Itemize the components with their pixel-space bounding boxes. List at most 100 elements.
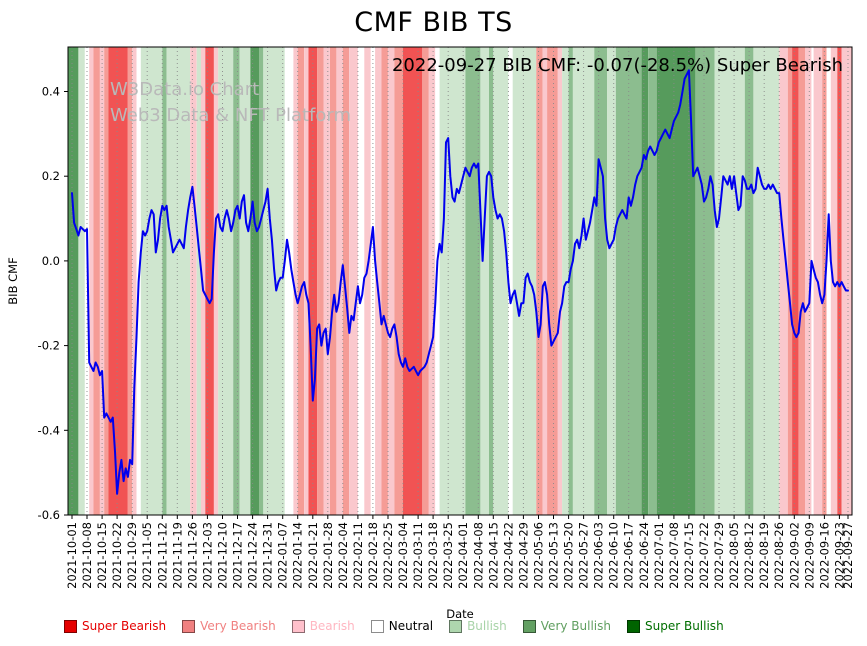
x-tick-label: 2022-09-23 — [832, 522, 846, 589]
x-tick-label: 2022-02-25 — [381, 522, 395, 589]
band-bearish — [336, 47, 343, 515]
x-tick-label: 2022-06-24 — [637, 522, 651, 589]
band-bearish — [132, 47, 137, 515]
watermark-line-1: W3Data.io Chart — [110, 79, 259, 100]
band-bearish — [304, 47, 309, 515]
band-bullish — [562, 47, 569, 515]
x-tick-label: 2022-09-09 — [802, 522, 816, 589]
band-bearish — [805, 47, 812, 515]
legend-label-very-bullish: Very Bullish — [540, 619, 611, 633]
legend-label-super-bullish: Super Bullish — [645, 619, 724, 633]
x-tick-label: 2021-10-08 — [80, 522, 94, 589]
x-tick-label: 2022-03-04 — [396, 522, 410, 589]
band-bullish — [263, 47, 285, 515]
band-super_bearish — [403, 47, 423, 515]
x-tick-label: 2021-10-01 — [65, 522, 79, 589]
band-super_bullish — [641, 47, 648, 515]
x-tick-label: 2022-07-08 — [667, 522, 681, 589]
legend-item-bearish: Bearish — [291, 619, 355, 633]
y-tick-label: 0.4 — [42, 85, 60, 99]
band-bullish — [239, 47, 251, 515]
band-neutral — [826, 47, 831, 515]
band-super_bearish — [205, 47, 214, 515]
sentiment-bands — [68, 47, 852, 515]
band-bearish — [323, 47, 330, 515]
band-super_bullish — [656, 47, 696, 515]
band-very_bearish — [317, 47, 324, 515]
band-very_bullish — [568, 47, 573, 515]
band-super_bearish — [837, 47, 842, 515]
x-axis-label: Date — [446, 607, 474, 621]
x-tick-label: 2022-05-06 — [532, 522, 546, 589]
legend-label-super-bearish: Super Bearish — [82, 619, 167, 633]
cmf-line-series — [71, 69, 849, 495]
x-tick-label: 2021-12-24 — [246, 522, 260, 589]
x-tick-label: 2022-07-29 — [712, 522, 726, 589]
band-bearish — [830, 47, 838, 515]
x-tick-label: 2021-12-31 — [261, 522, 275, 589]
legend-item-very-bearish: Very Bearish — [182, 619, 276, 633]
x-tick-label: 2022-09-16 — [817, 522, 831, 589]
legend-label-bearish: Bearish — [309, 619, 355, 633]
x-tick-label: 2021-11-19 — [170, 522, 184, 589]
legend-item-neutral: Neutral — [370, 619, 434, 633]
y-axis-label: BIB CMF — [6, 257, 20, 304]
band-bearish — [349, 47, 358, 515]
band-very_bullish — [594, 47, 608, 515]
x-tick-label: 2021-10-29 — [125, 522, 139, 589]
legend-item-very-bullish: Very Bullish — [522, 619, 611, 633]
cmf-line — [71, 69, 849, 495]
legend-label-neutral: Neutral — [388, 619, 434, 633]
x-tick-label: 2022-08-26 — [772, 522, 786, 589]
super-bearish-swatch-icon — [64, 619, 77, 633]
band-bearish — [89, 47, 94, 515]
x-tick-label: 2022-03-18 — [426, 522, 440, 589]
band-very_bearish — [536, 47, 543, 515]
band-bullish — [439, 47, 466, 515]
y-tick-label: 0.0 — [42, 254, 60, 268]
band-bearish — [542, 47, 548, 515]
band-neutral — [508, 47, 513, 515]
x-tick-label: 2022-06-03 — [592, 522, 606, 589]
band-bearish — [557, 47, 563, 515]
x-tick-label: 2022-01-07 — [276, 522, 290, 589]
band-very_bearish — [104, 47, 109, 515]
x-tick-label: 2022-06-17 — [622, 522, 636, 589]
legend-item-super-bearish: Super Bearish — [64, 619, 166, 633]
band-bullish — [572, 47, 595, 515]
super-bullish-swatch-icon — [627, 619, 640, 633]
x-tick-label: 2022-03-25 — [441, 522, 455, 589]
x-tick-label: 2022-05-20 — [562, 522, 576, 589]
plot-frame — [67, 46, 853, 516]
band-very_bullish — [259, 47, 264, 515]
band-bullish — [607, 47, 616, 515]
band-bearish — [213, 47, 219, 515]
y-tick-label: -0.4 — [38, 423, 60, 437]
x-tick-label: 2022-02-11 — [351, 522, 365, 589]
band-super_bullish — [250, 47, 259, 515]
band-bullish — [218, 47, 234, 515]
x-tick-label: 2022-05-13 — [547, 522, 561, 589]
x-tick-label: 2022-04-08 — [471, 522, 485, 589]
band-bullish — [196, 47, 201, 515]
band-bearish — [293, 47, 298, 515]
x-tick-label: 2021-11-26 — [185, 522, 199, 589]
band-very_bearish — [798, 47, 805, 515]
band-very_bearish — [381, 47, 388, 515]
x-tick-label: 2022-08-12 — [742, 522, 756, 589]
x-tick-label: 2022-08-05 — [727, 522, 741, 589]
band-super_bearish — [308, 47, 318, 515]
x-tick-label: 2022-07-01 — [652, 522, 666, 589]
x-tick-label: 2022-08-19 — [757, 522, 771, 589]
band-very_bearish — [422, 47, 429, 515]
legend-label-very-bearish: Very Bearish — [200, 619, 276, 633]
band-very_bullish — [465, 47, 481, 515]
band-neutral — [435, 47, 440, 515]
x-tick-label: 2022-04-15 — [486, 522, 500, 589]
very-bearish-swatch-icon — [182, 619, 196, 633]
x-tick-label: 2021-12-03 — [200, 522, 214, 589]
band-very_bearish — [330, 47, 337, 515]
x-tick-label: 2022-09-02 — [787, 522, 801, 589]
x-tick-label: 2022-04-29 — [516, 522, 530, 589]
bullish-swatch-icon — [449, 619, 463, 633]
